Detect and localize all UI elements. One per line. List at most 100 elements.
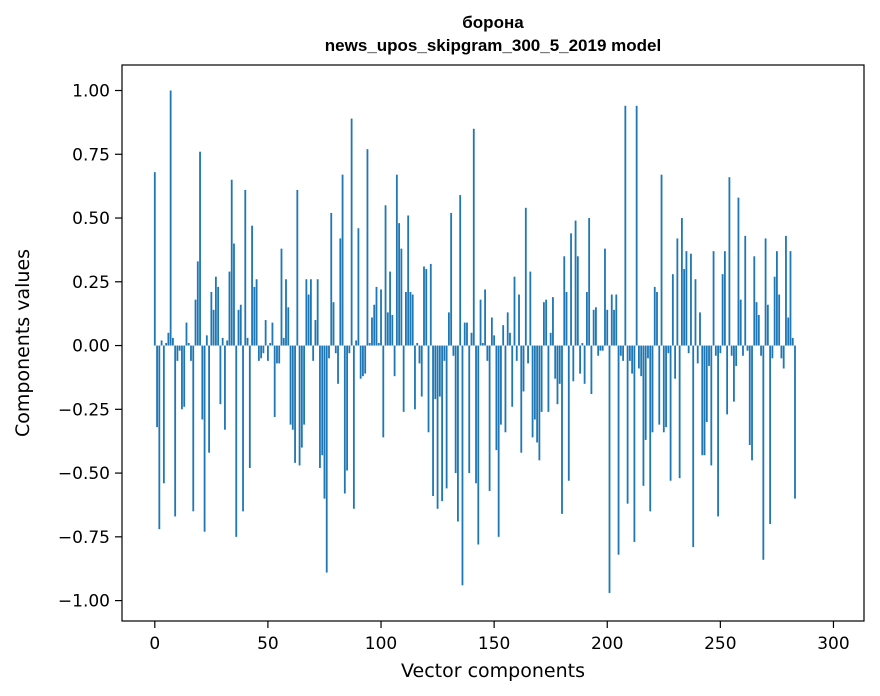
bar-component-180 <box>561 345 563 514</box>
bar-component-61 <box>291 345 294 430</box>
bar-component-207 <box>622 345 624 361</box>
bar-component-137 <box>463 322 466 346</box>
bar-component-152 <box>497 345 500 537</box>
bar-component-20 <box>199 151 201 346</box>
bar-component-220 <box>651 345 654 433</box>
bar-component-200 <box>606 309 609 346</box>
bar-component-95 <box>368 343 371 346</box>
bar-component-99 <box>377 343 380 346</box>
bar-component-199 <box>604 248 606 346</box>
bar-component-47 <box>260 345 263 359</box>
bar-component-149 <box>490 317 493 346</box>
chart-title-model: news_upos_skipgram_300_5_2019 model <box>325 36 661 55</box>
bar-component-115 <box>414 345 416 410</box>
bar-component-123 <box>432 345 434 497</box>
bar-component-62 <box>294 345 296 463</box>
bar-component-111 <box>405 291 407 346</box>
y-tick-label: −0.75 <box>58 528 110 548</box>
bar-component-125 <box>436 345 439 509</box>
bar-component-243 <box>703 345 706 456</box>
bar-component-210 <box>628 345 631 361</box>
bars-group <box>153 90 796 593</box>
bar-component-227 <box>667 345 670 354</box>
bar-component-93 <box>364 345 367 374</box>
bar-component-186 <box>574 220 577 346</box>
bar-component-240 <box>696 345 699 364</box>
bar-component-231 <box>676 238 679 346</box>
x-axis-label: Vector components <box>401 660 585 682</box>
bar-component-84 <box>343 345 346 494</box>
bar-component-223 <box>658 345 661 425</box>
bar-component-22 <box>203 345 206 532</box>
bar-component-158 <box>511 345 514 407</box>
x-axis-ticks: 0 50 100 150 200 250 300 <box>149 621 850 654</box>
bar-component-72 <box>316 279 319 346</box>
chart-title-group: борона news_upos_skipgram_300_5_2019 mod… <box>325 13 661 55</box>
bar-component-141 <box>472 128 475 346</box>
bar-component-94 <box>366 149 369 346</box>
bar-component-90 <box>357 228 360 346</box>
bar-component-283 <box>794 345 796 499</box>
bar-component-276 <box>778 294 781 346</box>
bar-component-147 <box>486 345 489 361</box>
bar-component-211 <box>631 345 634 374</box>
bar-component-98 <box>375 286 378 346</box>
bar-component-216 <box>642 345 645 486</box>
bar-component-63 <box>296 189 299 346</box>
bar-component-89 <box>355 340 358 346</box>
bar-component-78 <box>330 212 333 346</box>
y-tick-label: −0.50 <box>58 464 110 484</box>
bar-component-254 <box>728 177 731 346</box>
bar-component-202 <box>610 294 613 346</box>
bar-component-279 <box>785 235 787 346</box>
bar-component-92 <box>362 345 364 377</box>
bar-component-128 <box>443 345 446 361</box>
bar-component-142 <box>475 345 477 484</box>
bar-component-2 <box>158 345 161 530</box>
bar-component-31 <box>224 345 226 430</box>
bar-component-14 <box>185 322 188 346</box>
bar-component-232 <box>678 345 681 479</box>
bar-component-280 <box>787 317 790 346</box>
bar-component-119 <box>423 266 425 346</box>
bar-component-209 <box>626 345 629 504</box>
bar-component-165 <box>527 345 529 364</box>
bar-component-42 <box>248 345 251 468</box>
x-tick-label: 100 <box>365 634 397 654</box>
bar-component-153 <box>500 345 502 425</box>
bar-component-169 <box>536 345 539 443</box>
bar-component-112 <box>407 215 410 346</box>
bar-component-55 <box>278 345 281 364</box>
x-tick-label: 200 <box>591 634 623 654</box>
bar-component-257 <box>735 345 738 366</box>
bar-component-66 <box>303 345 306 425</box>
bar-component-79 <box>332 302 335 346</box>
bar-component-245 <box>708 345 710 366</box>
bar-component-269 <box>762 345 765 560</box>
bar-component-244 <box>705 345 708 423</box>
bar-component-179 <box>558 345 561 384</box>
bar-component-39 <box>242 345 244 512</box>
bar-component-133 <box>454 345 457 474</box>
bar-component-219 <box>649 345 652 512</box>
bar-component-7 <box>169 90 172 346</box>
bar-component-16 <box>190 345 192 361</box>
bar-component-87 <box>350 118 353 346</box>
bar-component-248 <box>714 345 717 356</box>
bar-component-45 <box>255 279 258 346</box>
bar-component-184 <box>570 233 572 346</box>
bar-component-116 <box>416 343 419 346</box>
bar-component-135 <box>459 195 462 346</box>
bar-component-97 <box>373 304 376 346</box>
bar-component-121 <box>427 345 430 433</box>
bar-component-3 <box>160 340 163 346</box>
bar-component-161 <box>518 294 520 346</box>
bar-component-27 <box>214 276 217 346</box>
bar-component-229 <box>671 274 674 346</box>
bar-component-30 <box>221 337 224 346</box>
bar-component-172 <box>542 302 545 346</box>
bar-component-273 <box>771 345 774 359</box>
bar-component-183 <box>567 345 570 481</box>
bar-component-163 <box>522 345 525 392</box>
